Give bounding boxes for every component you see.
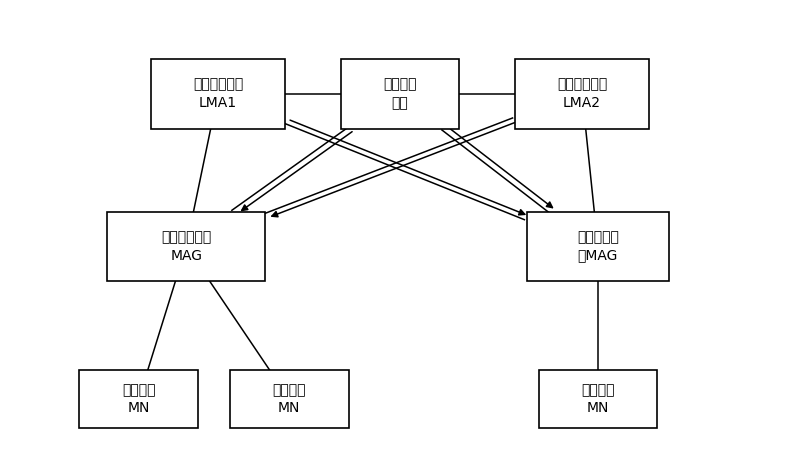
FancyBboxPatch shape	[107, 212, 266, 281]
Text: 路由管理
实体: 路由管理 实体	[383, 78, 417, 110]
Text: 移动节点
MN: 移动节点 MN	[122, 383, 155, 415]
Text: 本地移动锚点
LMA1: 本地移动锚点 LMA1	[193, 78, 243, 110]
Text: 本地移动锚点
LMA2: 本地移动锚点 LMA2	[557, 78, 607, 110]
Text: 移动接入网关
MAG: 移动接入网关 MAG	[161, 230, 211, 263]
FancyBboxPatch shape	[514, 59, 650, 129]
FancyBboxPatch shape	[538, 370, 658, 428]
Text: 移动节点
MN: 移动节点 MN	[273, 383, 306, 415]
FancyBboxPatch shape	[150, 59, 286, 129]
FancyBboxPatch shape	[341, 59, 459, 129]
FancyBboxPatch shape	[526, 212, 669, 281]
Text: 移动节点
MN: 移动节点 MN	[581, 383, 614, 415]
FancyBboxPatch shape	[230, 370, 349, 428]
FancyBboxPatch shape	[79, 370, 198, 428]
Text: 移动接入网
关MAG: 移动接入网 关MAG	[577, 230, 619, 263]
